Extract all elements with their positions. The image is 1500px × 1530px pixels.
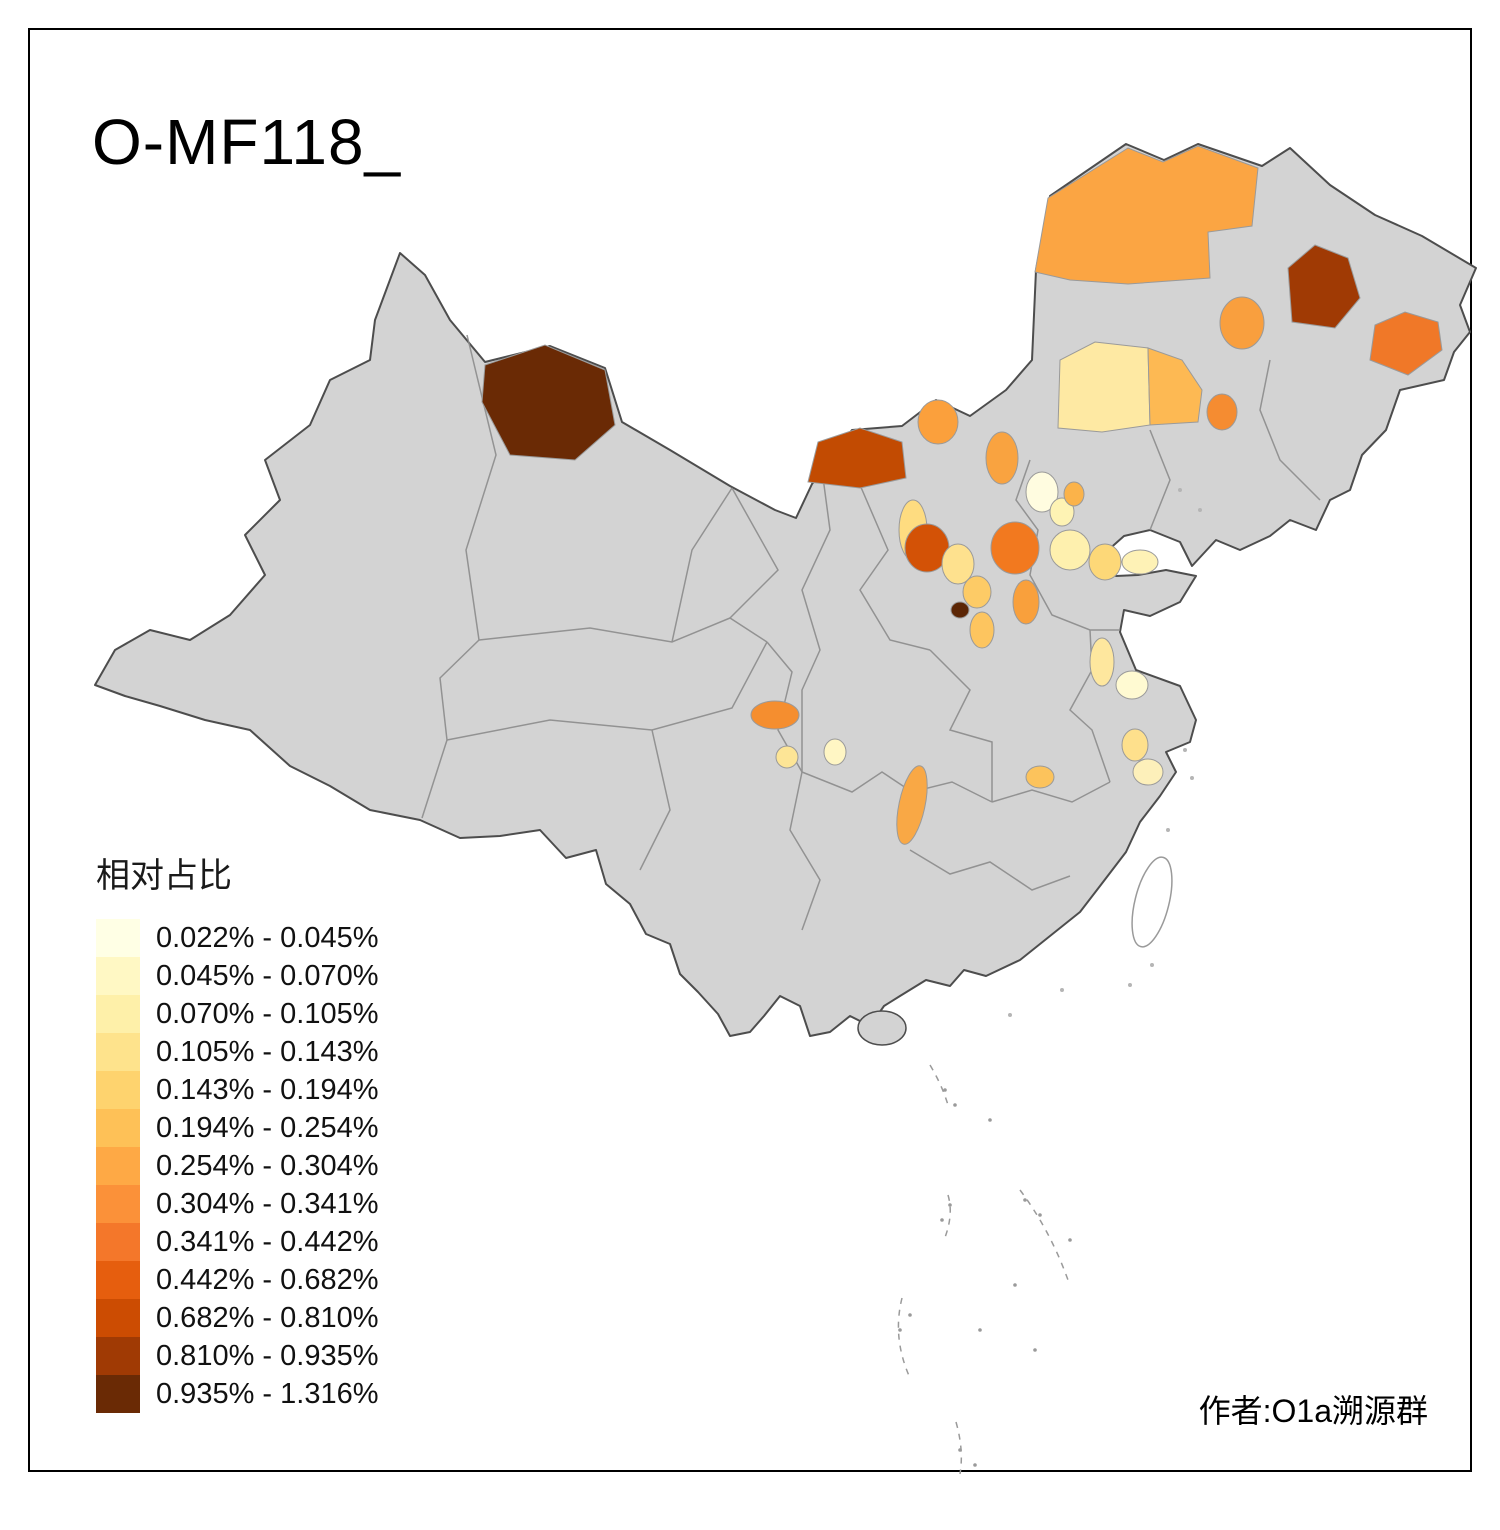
legend-row: 0.105% - 0.143% [96, 1033, 378, 1071]
legend-row: 0.045% - 0.070% [96, 957, 378, 995]
legend-label: 0.254% - 0.304% [156, 1150, 378, 1183]
legend-row: 0.254% - 0.304% [96, 1147, 378, 1185]
legend-swatch [96, 957, 140, 995]
figure-title: O-MF118_ [92, 105, 401, 179]
legend-label: 0.442% - 0.682% [156, 1264, 378, 1297]
map-region [1122, 550, 1158, 574]
map-region [1116, 671, 1148, 699]
map-region [1122, 729, 1148, 761]
map-region [1050, 530, 1090, 570]
legend-row: 0.341% - 0.442% [96, 1223, 378, 1261]
map-region [1090, 638, 1114, 686]
map-region [1026, 766, 1054, 788]
legend-swatch [96, 1375, 140, 1413]
legend-swatch [96, 1071, 140, 1109]
map-region [1013, 580, 1039, 624]
legend-swatch [96, 1109, 140, 1147]
legend-label: 0.045% - 0.070% [156, 960, 378, 993]
map-region [824, 739, 846, 765]
legend-rows: 0.022% - 0.045% 0.045% - 0.070% 0.070% - 0… [96, 919, 378, 1413]
legend-label: 0.304% - 0.341% [156, 1188, 378, 1221]
legend-swatch [96, 1147, 140, 1185]
map-region [1207, 394, 1237, 430]
map-region [918, 400, 958, 444]
legend-label: 0.105% - 0.143% [156, 1036, 378, 1069]
author-credit: 作者:O1a溯源群 [1199, 1386, 1428, 1432]
legend-label: 0.341% - 0.442% [156, 1226, 378, 1259]
legend-swatch [96, 919, 140, 957]
legend-label: 0.194% - 0.254% [156, 1112, 378, 1145]
legend-swatch [96, 1299, 140, 1337]
map-region [1133, 759, 1163, 785]
figure-frame: O-MF118_ 相对占比 0.022% - 0.045% 0.045% - 0.… [28, 28, 1472, 1472]
taiwan-island [1124, 853, 1179, 950]
legend: 相对占比 0.022% - 0.045% 0.045% - 0.070% 0.070… [96, 848, 378, 1413]
legend-row: 0.810% - 0.935% [96, 1337, 378, 1375]
legend-swatch [96, 1223, 140, 1261]
legend-label: 0.682% - 0.810% [156, 1302, 378, 1335]
legend-row: 0.682% - 0.810% [96, 1299, 378, 1337]
legend-row: 0.304% - 0.341% [96, 1185, 378, 1223]
legend-label: 0.143% - 0.194% [156, 1074, 378, 1107]
map-region [1089, 544, 1121, 580]
map-region [970, 612, 994, 648]
map-region [1064, 482, 1084, 506]
map-region [776, 746, 798, 768]
map-region [986, 432, 1018, 484]
map-region [751, 701, 799, 729]
hainan-island [858, 1011, 906, 1045]
map-region [1058, 342, 1150, 432]
south-china-sea-dots [898, 1088, 1072, 1467]
legend-row: 0.194% - 0.254% [96, 1109, 378, 1147]
legend-swatch [96, 1185, 140, 1223]
legend-row: 0.070% - 0.105% [96, 995, 378, 1033]
south-china-sea-islets [898, 1065, 1068, 1474]
legend-row: 0.935% - 1.316% [96, 1375, 378, 1413]
map-region [963, 576, 991, 608]
legend-label: 0.810% - 0.935% [156, 1340, 378, 1373]
legend-title: 相对占比 [96, 848, 378, 897]
legend-swatch [96, 995, 140, 1033]
legend-label: 0.935% - 1.316% [156, 1378, 378, 1411]
map-region [951, 602, 969, 618]
legend-row: 0.022% - 0.045% [96, 919, 378, 957]
legend-swatch [96, 1337, 140, 1375]
legend-label: 0.070% - 0.105% [156, 998, 378, 1031]
legend-swatch [96, 1033, 140, 1071]
map-region [991, 522, 1039, 574]
legend-row: 0.442% - 0.682% [96, 1261, 378, 1299]
map-region [942, 544, 974, 584]
legend-swatch [96, 1261, 140, 1299]
legend-label: 0.022% - 0.045% [156, 922, 378, 955]
map-region [1220, 297, 1264, 349]
legend-row: 0.143% - 0.194% [96, 1071, 378, 1109]
